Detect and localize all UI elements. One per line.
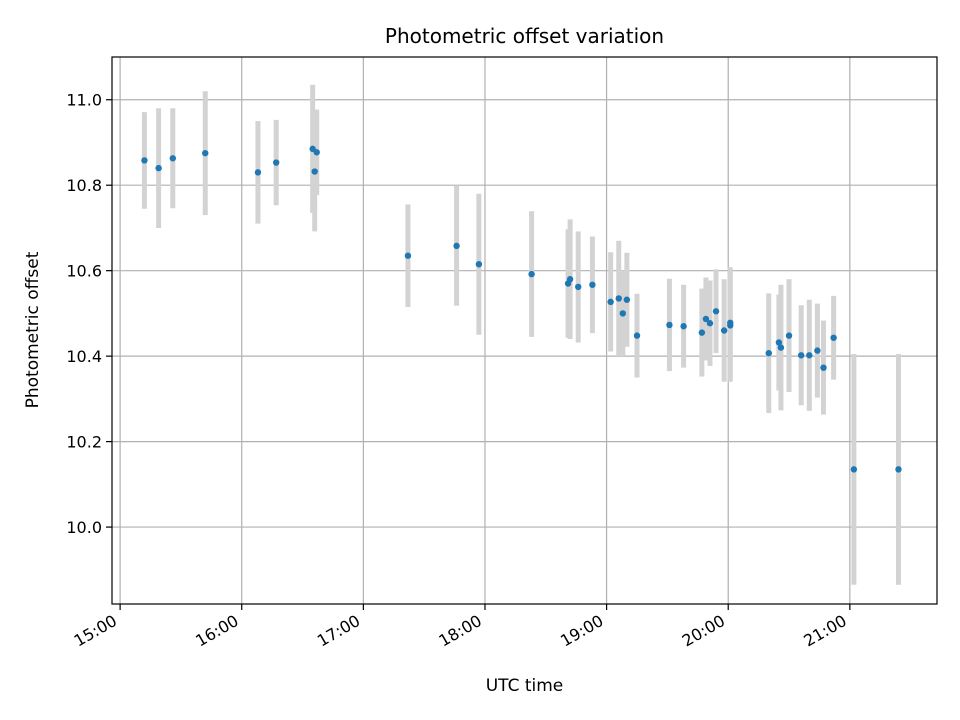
data-point xyxy=(311,168,318,175)
data-point xyxy=(820,364,827,371)
data-point xyxy=(566,276,574,283)
data-point xyxy=(806,352,813,359)
data-point xyxy=(623,296,631,303)
data-point xyxy=(141,157,148,164)
data-point xyxy=(712,308,720,315)
data-point xyxy=(619,310,627,317)
data-point xyxy=(575,283,582,291)
data-point xyxy=(155,164,162,172)
data-point xyxy=(453,242,460,250)
y-tick-label: 10.0 xyxy=(66,518,102,537)
y-tick-label: 11.0 xyxy=(66,91,102,110)
y-tick-label: 10.8 xyxy=(66,176,102,195)
data-point xyxy=(169,155,177,162)
data-point xyxy=(702,315,710,323)
data-point xyxy=(313,149,320,156)
data-point xyxy=(698,329,706,336)
data-point xyxy=(720,327,728,334)
data-point xyxy=(706,320,714,327)
data-point xyxy=(528,270,535,278)
y-tick-label: 10.4 xyxy=(66,347,102,366)
data-point xyxy=(850,466,858,473)
data-point xyxy=(830,334,837,341)
y-axis-label: Photometric offset xyxy=(23,251,43,408)
data-point xyxy=(785,332,793,339)
data-point xyxy=(666,321,673,329)
data-point xyxy=(777,344,785,351)
x-axis-label: UTC time xyxy=(486,676,564,696)
data-point xyxy=(615,295,622,302)
data-point xyxy=(202,149,209,157)
chart-title: Photometric offset variation xyxy=(385,24,664,48)
data-point xyxy=(895,466,902,473)
data-point xyxy=(775,339,783,346)
data-point xyxy=(814,347,821,354)
plot-frame xyxy=(111,56,938,605)
data-point xyxy=(633,332,641,339)
data-point xyxy=(607,298,614,306)
data-point xyxy=(727,319,734,327)
y-tick-label: 10.2 xyxy=(66,433,102,452)
y-tick-label: 10.6 xyxy=(66,262,102,281)
data-point xyxy=(272,159,280,166)
data-point xyxy=(404,252,412,259)
data-point xyxy=(254,169,262,176)
data-point xyxy=(589,281,596,288)
data-point xyxy=(680,323,687,330)
data-point xyxy=(765,349,772,357)
data-point xyxy=(797,352,805,359)
point-layer xyxy=(141,145,902,473)
data-point xyxy=(475,261,483,268)
